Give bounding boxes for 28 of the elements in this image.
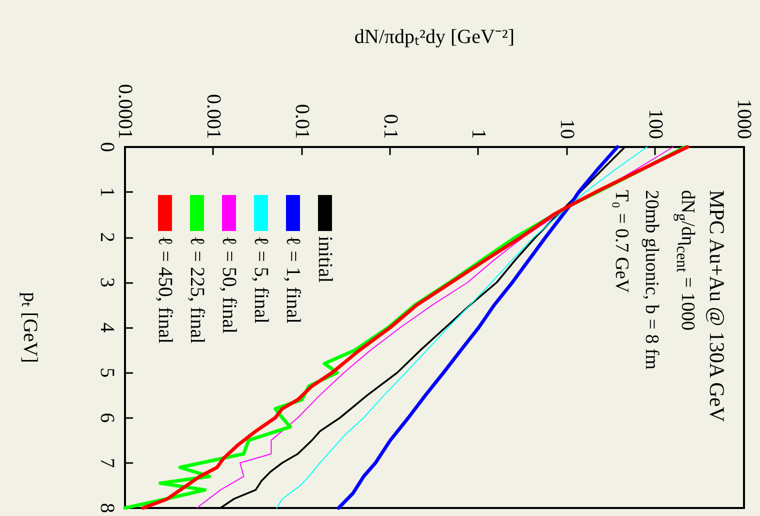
- x-tick-label: 0.01: [290, 104, 313, 139]
- annotation: T₀ = 0.7 GeV: [610, 190, 634, 295]
- annotation: MPC Au+Au @ 130A GeV: [704, 190, 730, 422]
- legend-label: ℓ = 1, final: [282, 236, 304, 324]
- x-tick-label: 10: [556, 119, 578, 139]
- x-tick-label: 1000: [733, 99, 755, 139]
- y-tick-label: 1: [96, 187, 118, 198]
- y-tick-label: 6: [96, 412, 118, 423]
- y-tick-label: 7: [96, 458, 118, 468]
- x-tick-label: 1: [468, 129, 490, 139]
- x-tick-label: 100: [644, 109, 667, 139]
- legend-label: initial: [314, 236, 336, 284]
- y-tick-label: 2: [96, 232, 118, 242]
- x-tick-label: 0.001: [202, 94, 224, 139]
- y-tick-label: 0: [96, 142, 118, 152]
- y-tick-label: 5: [96, 368, 118, 378]
- x-axis-title: dN/πdpₜ²dy [GeV⁻²]: [354, 26, 515, 48]
- y-tick-label: 3: [96, 277, 118, 288]
- x-tick-label: 0.0001: [114, 84, 136, 139]
- annotation: 20mb gluonic, b = 8 fm: [640, 190, 664, 372]
- legend-label: ℓ = 450, final: [154, 236, 176, 344]
- x-tick-label: 0.1: [379, 114, 402, 139]
- legend-label: ℓ = 225, final: [186, 236, 208, 344]
- y-tick-label: 8: [96, 503, 118, 513]
- legend-label: ℓ = 5, final: [250, 236, 272, 324]
- y-axis-title: pₜ [GeV]: [19, 292, 41, 364]
- y-tick-label: 4: [96, 322, 118, 332]
- legend-label: ℓ = 50, final: [218, 236, 240, 334]
